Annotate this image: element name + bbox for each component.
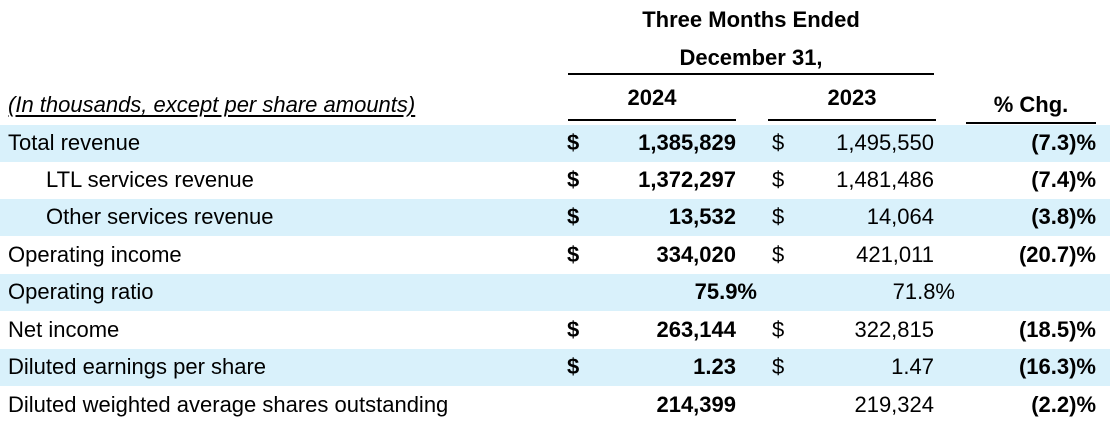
dollar-sign-2023: $ xyxy=(772,242,785,267)
row-label: Net income xyxy=(8,317,120,342)
column-header-2024: 2024 xyxy=(627,85,677,110)
table-row-operating-ratio: Operating ratio 75.9% 71.8% xyxy=(0,274,1110,311)
value-2023: 1.47 xyxy=(891,354,934,379)
pct-change: (18.5)% xyxy=(1018,317,1096,342)
table-row-other-services-revenue: Other services revenue $ 13,532 $ 14,064… xyxy=(0,199,1110,236)
period-title-line1: Three Months Ended xyxy=(642,7,860,32)
dollar-sign-2023: $ xyxy=(772,354,785,379)
period-title-line2: December 31, xyxy=(679,45,823,70)
pct-change: (20.7)% xyxy=(1018,242,1096,267)
table-row-ltl-services-revenue: LTL services revenue $ 1,372,297 $ 1,481… xyxy=(0,162,1110,199)
header-rule-2023 xyxy=(768,119,936,121)
dollar-sign-2024: $ xyxy=(567,317,580,342)
table-row-total-revenue: Total revenue $ 1,385,829 $ 1,495,550 (7… xyxy=(0,125,1110,162)
pct-change: (7.3)% xyxy=(1031,130,1096,155)
header-rule-2024 xyxy=(568,119,736,121)
value-2024: 13,532 xyxy=(668,204,736,229)
dollar-sign-2024: $ xyxy=(567,130,580,155)
row-label: LTL services revenue xyxy=(46,167,254,192)
table-row-operating-income: Operating income $ 334,020 $ 421,011 (20… xyxy=(0,237,1110,274)
row-label: Diluted weighted average shares outstand… xyxy=(8,392,449,417)
dollar-sign-2023: $ xyxy=(772,167,785,192)
table-row-diluted-shares: Diluted weighted average shares outstand… xyxy=(0,387,1110,424)
row-label: Other services revenue xyxy=(46,204,274,229)
row-label: Operating ratio xyxy=(8,279,154,304)
pct-change: (3.8)% xyxy=(1031,204,1096,229)
dollar-sign-2024: $ xyxy=(567,242,580,267)
table-caption: (In thousands, except per share amounts) xyxy=(8,92,416,117)
column-header-2023: 2023 xyxy=(827,85,877,110)
value-2024: 263,144 xyxy=(656,317,736,342)
value-2024: 1,385,829 xyxy=(638,130,736,155)
period-underline xyxy=(568,73,934,75)
value-2023: 14,064 xyxy=(866,204,934,229)
value-2023: 421,011 xyxy=(856,242,934,267)
value-2023: 322,815 xyxy=(854,317,934,342)
table-row-net-income: Net income $ 263,144 $ 322,815 (18.5)% xyxy=(0,312,1110,349)
dollar-sign-2023: $ xyxy=(772,317,785,342)
value-2024: 214,399 xyxy=(656,392,736,417)
header-rule-pct xyxy=(966,122,1096,124)
row-label: Operating income xyxy=(8,242,182,267)
value-2023: 1,495,550 xyxy=(836,130,934,155)
dollar-sign-2023: $ xyxy=(772,204,785,229)
pct-change: (7.4)% xyxy=(1031,167,1096,192)
pct-change: (16.3)% xyxy=(1018,354,1096,379)
value-2023: 1,481,486 xyxy=(836,167,934,192)
dollar-sign-2023: $ xyxy=(772,130,785,155)
value-2024: 75.9% xyxy=(694,279,757,304)
dollar-sign-2024: $ xyxy=(567,354,580,379)
row-label: Total revenue xyxy=(8,130,141,155)
value-2024: 1,372,297 xyxy=(638,167,736,192)
pct-change: (2.2)% xyxy=(1031,392,1096,417)
column-header-pct-change: % Chg. xyxy=(993,92,1069,117)
table-row-diluted-eps: Diluted earnings per share $ 1.23 $ 1.47… xyxy=(0,349,1110,386)
dollar-sign-2024: $ xyxy=(567,167,580,192)
value-2024: 1.23 xyxy=(693,354,736,379)
row-label: Diluted earnings per share xyxy=(8,354,267,379)
dollar-sign-2024: $ xyxy=(567,204,580,229)
value-2024: 334,020 xyxy=(656,242,736,267)
value-2023: 71.8% xyxy=(892,279,955,304)
value-2023: 219,324 xyxy=(854,392,934,417)
